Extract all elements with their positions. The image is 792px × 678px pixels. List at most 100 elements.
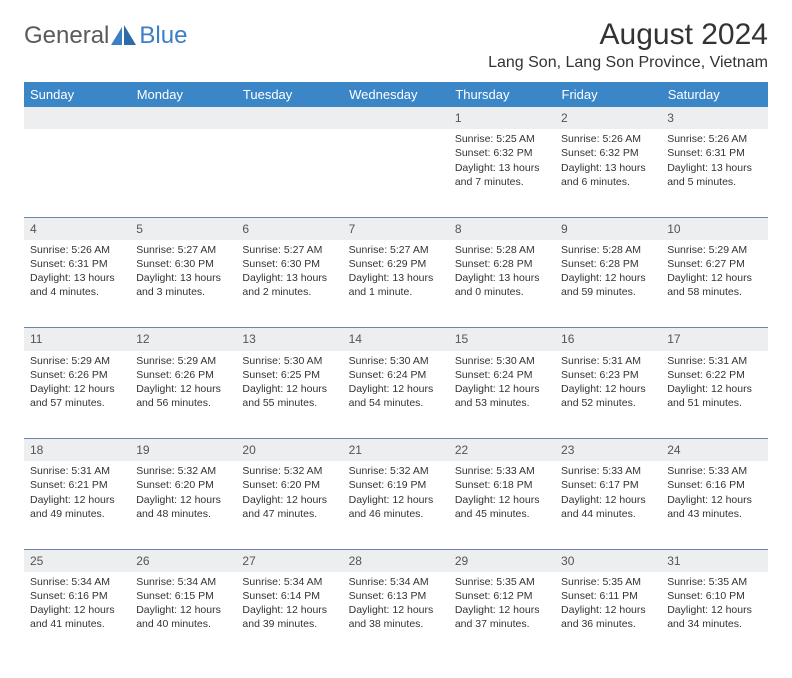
day-number-cell: 10: [661, 217, 767, 240]
day-number-cell: 29: [449, 549, 555, 572]
sunset-line: Sunset: 6:26 PM: [30, 368, 124, 382]
sunrise-line: Sunrise: 5:33 AM: [455, 464, 549, 478]
daylight-line: Daylight: 12 hours and 52 minutes.: [561, 382, 655, 410]
sunset-line: Sunset: 6:17 PM: [561, 478, 655, 492]
day-data-row: Sunrise: 5:29 AMSunset: 6:26 PMDaylight:…: [24, 351, 768, 439]
day-data-cell: Sunrise: 5:25 AMSunset: 6:32 PMDaylight:…: [449, 129, 555, 217]
day-data-row: Sunrise: 5:31 AMSunset: 6:21 PMDaylight:…: [24, 461, 768, 549]
day-data-cell: Sunrise: 5:33 AMSunset: 6:18 PMDaylight:…: [449, 461, 555, 549]
sunset-line: Sunset: 6:31 PM: [30, 257, 124, 271]
sunset-line: Sunset: 6:25 PM: [242, 368, 336, 382]
sunset-line: Sunset: 6:31 PM: [667, 146, 761, 160]
day-data-cell: Sunrise: 5:26 AMSunset: 6:31 PMDaylight:…: [661, 129, 767, 217]
daylight-line: Daylight: 13 hours and 4 minutes.: [30, 271, 124, 299]
day-data-cell: Sunrise: 5:30 AMSunset: 6:24 PMDaylight:…: [343, 351, 449, 439]
day-data-cell: [343, 129, 449, 217]
sunset-line: Sunset: 6:22 PM: [667, 368, 761, 382]
day-data-cell: Sunrise: 5:30 AMSunset: 6:24 PMDaylight:…: [449, 351, 555, 439]
daylight-line: Daylight: 13 hours and 0 minutes.: [455, 271, 549, 299]
sunrise-line: Sunrise: 5:29 AM: [667, 243, 761, 257]
daylight-line: Daylight: 12 hours and 45 minutes.: [455, 493, 549, 521]
sunrise-line: Sunrise: 5:27 AM: [242, 243, 336, 257]
day-number-cell: 21: [343, 439, 449, 462]
day-number-cell: 28: [343, 549, 449, 572]
sunset-line: Sunset: 6:18 PM: [455, 478, 549, 492]
sunrise-line: Sunrise: 5:31 AM: [667, 354, 761, 368]
sunset-line: Sunset: 6:15 PM: [136, 589, 230, 603]
brand-text-2: Blue: [139, 22, 187, 50]
sunset-line: Sunset: 6:23 PM: [561, 368, 655, 382]
day-number-cell: 19: [130, 439, 236, 462]
daylight-line: Daylight: 13 hours and 5 minutes.: [667, 161, 761, 189]
brand-sail-icon: [111, 25, 137, 47]
daylight-line: Daylight: 12 hours and 55 minutes.: [242, 382, 336, 410]
day-data-cell: Sunrise: 5:31 AMSunset: 6:22 PMDaylight:…: [661, 351, 767, 439]
day-number-cell: 14: [343, 328, 449, 351]
sunset-line: Sunset: 6:16 PM: [667, 478, 761, 492]
daylight-line: Daylight: 12 hours and 54 minutes.: [349, 382, 443, 410]
day-data-cell: Sunrise: 5:32 AMSunset: 6:20 PMDaylight:…: [130, 461, 236, 549]
weekday-header: Monday: [130, 82, 236, 107]
sunrise-line: Sunrise: 5:25 AM: [455, 132, 549, 146]
sunset-line: Sunset: 6:27 PM: [667, 257, 761, 271]
day-data-cell: Sunrise: 5:34 AMSunset: 6:15 PMDaylight:…: [130, 572, 236, 660]
brand-logo: General Blue: [24, 22, 187, 50]
day-number-row: 25262728293031: [24, 549, 768, 572]
day-data-cell: Sunrise: 5:29 AMSunset: 6:26 PMDaylight:…: [24, 351, 130, 439]
sunrise-line: Sunrise: 5:35 AM: [455, 575, 549, 589]
sunset-line: Sunset: 6:24 PM: [455, 368, 549, 382]
day-data-cell: Sunrise: 5:29 AMSunset: 6:26 PMDaylight:…: [130, 351, 236, 439]
sunset-line: Sunset: 6:19 PM: [349, 478, 443, 492]
day-number-cell: 5: [130, 217, 236, 240]
day-number-cell: 31: [661, 549, 767, 572]
day-data-cell: Sunrise: 5:34 AMSunset: 6:16 PMDaylight:…: [24, 572, 130, 660]
day-data-cell: [24, 129, 130, 217]
day-number-cell: 9: [555, 217, 661, 240]
sunset-line: Sunset: 6:30 PM: [242, 257, 336, 271]
day-number-cell: 6: [236, 217, 342, 240]
day-data-cell: [236, 129, 342, 217]
sunset-line: Sunset: 6:12 PM: [455, 589, 549, 603]
day-number-cell: 4: [24, 217, 130, 240]
sunrise-line: Sunrise: 5:34 AM: [242, 575, 336, 589]
sunset-line: Sunset: 6:28 PM: [455, 257, 549, 271]
day-number-cell: 18: [24, 439, 130, 462]
sunset-line: Sunset: 6:29 PM: [349, 257, 443, 271]
day-data-cell: Sunrise: 5:26 AMSunset: 6:32 PMDaylight:…: [555, 129, 661, 217]
day-data-cell: Sunrise: 5:33 AMSunset: 6:16 PMDaylight:…: [661, 461, 767, 549]
sunset-line: Sunset: 6:32 PM: [561, 146, 655, 160]
day-data-cell: Sunrise: 5:32 AMSunset: 6:20 PMDaylight:…: [236, 461, 342, 549]
sunrise-line: Sunrise: 5:31 AM: [561, 354, 655, 368]
day-data-cell: Sunrise: 5:27 AMSunset: 6:29 PMDaylight:…: [343, 240, 449, 328]
calendar-page: General Blue August 2024 Lang Son, Lang …: [0, 0, 792, 678]
daylight-line: Daylight: 12 hours and 46 minutes.: [349, 493, 443, 521]
sunrise-line: Sunrise: 5:32 AM: [349, 464, 443, 478]
day-number-cell: 13: [236, 328, 342, 351]
day-data-cell: Sunrise: 5:32 AMSunset: 6:19 PMDaylight:…: [343, 461, 449, 549]
sunrise-line: Sunrise: 5:26 AM: [561, 132, 655, 146]
day-number-row: 123: [24, 107, 768, 129]
daylight-line: Daylight: 12 hours and 41 minutes.: [30, 603, 124, 631]
day-number-cell: 7: [343, 217, 449, 240]
location-subtitle: Lang Son, Lang Son Province, Vietnam: [488, 54, 768, 72]
sunset-line: Sunset: 6:11 PM: [561, 589, 655, 603]
daylight-line: Daylight: 13 hours and 2 minutes.: [242, 271, 336, 299]
sunrise-line: Sunrise: 5:35 AM: [667, 575, 761, 589]
sunset-line: Sunset: 6:16 PM: [30, 589, 124, 603]
sunset-line: Sunset: 6:26 PM: [136, 368, 230, 382]
daylight-line: Daylight: 13 hours and 6 minutes.: [561, 161, 655, 189]
sunrise-line: Sunrise: 5:32 AM: [242, 464, 336, 478]
sunrise-line: Sunrise: 5:27 AM: [136, 243, 230, 257]
day-number-cell: 1: [449, 107, 555, 129]
daylight-line: Daylight: 12 hours and 38 minutes.: [349, 603, 443, 631]
title-block: August 2024 Lang Son, Lang Son Province,…: [488, 18, 768, 72]
daylight-line: Daylight: 12 hours and 34 minutes.: [667, 603, 761, 631]
sunrise-line: Sunrise: 5:29 AM: [30, 354, 124, 368]
day-number-cell: 8: [449, 217, 555, 240]
daylight-line: Daylight: 12 hours and 56 minutes.: [136, 382, 230, 410]
daylight-line: Daylight: 13 hours and 1 minute.: [349, 271, 443, 299]
daylight-line: Daylight: 12 hours and 48 minutes.: [136, 493, 230, 521]
day-number-cell: 11: [24, 328, 130, 351]
daylight-line: Daylight: 13 hours and 7 minutes.: [455, 161, 549, 189]
day-data-cell: Sunrise: 5:27 AMSunset: 6:30 PMDaylight:…: [236, 240, 342, 328]
